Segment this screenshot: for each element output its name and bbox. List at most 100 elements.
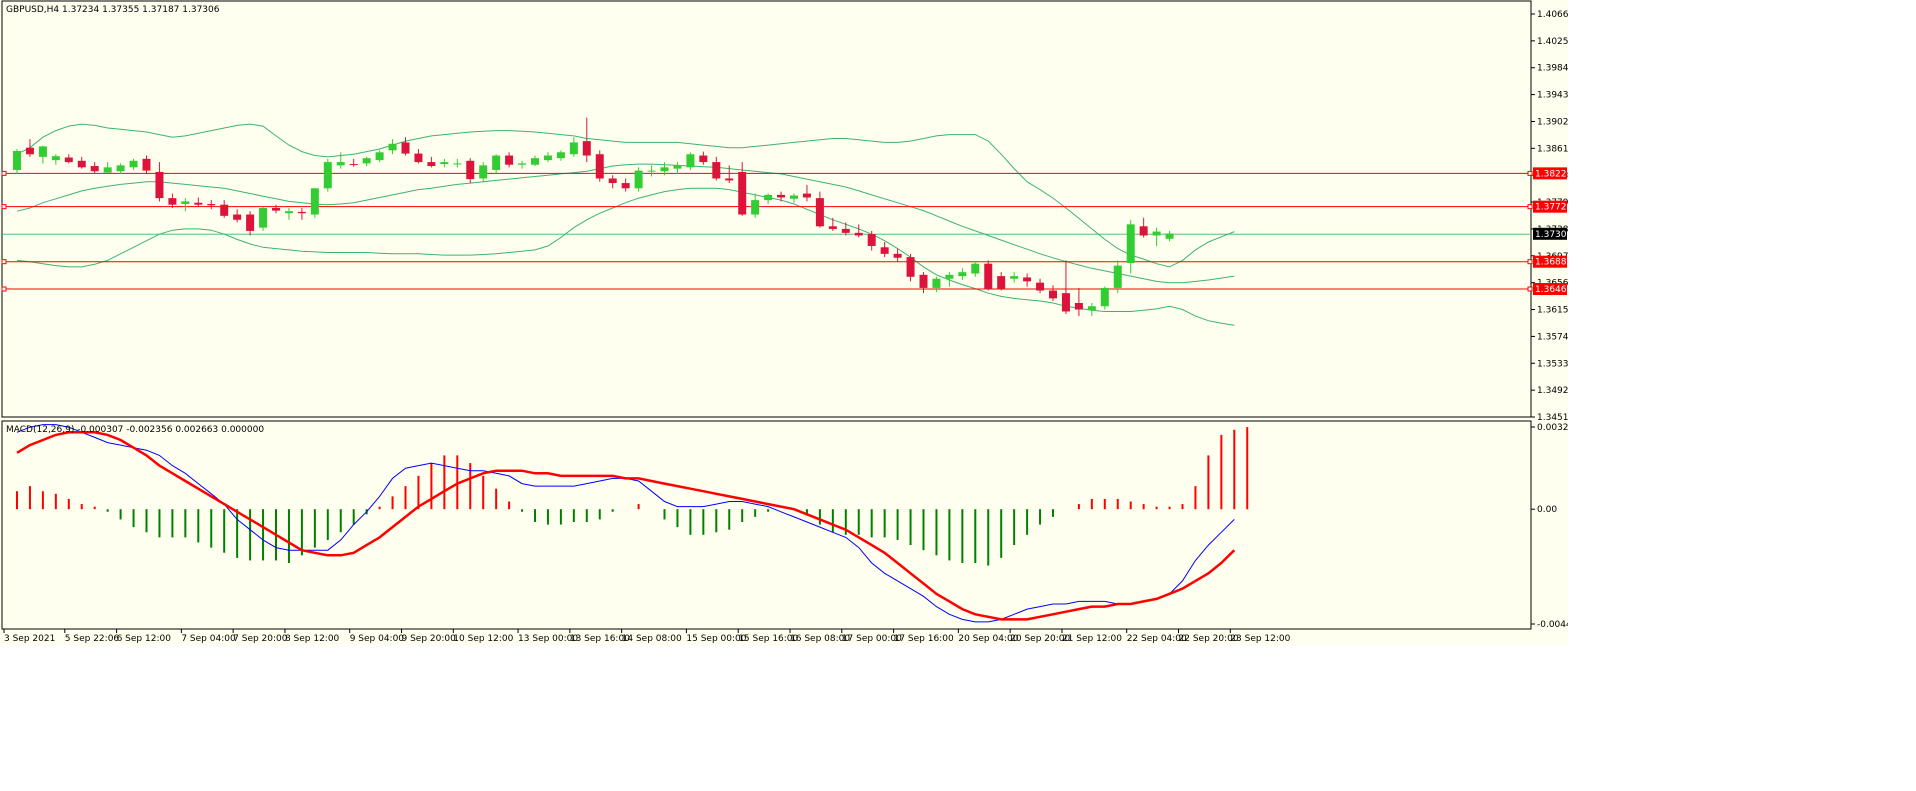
level-price-label: 1.36880 (1535, 258, 1568, 268)
bear-candle (893, 253, 902, 258)
bull-candle (492, 155, 501, 170)
bull-candle (660, 167, 669, 172)
price-tags: 1.38228 1.37720 1.36880 1.36463 1.37306 (1533, 167, 1568, 296)
macd-lines (16, 424, 1236, 623)
bear-candle (984, 263, 993, 290)
bear-candle (738, 171, 747, 215)
bear-candle (194, 202, 203, 205)
level-anchor (1, 286, 7, 292)
current-price-label: 1.37306 (1535, 230, 1568, 240)
bull-candle (13, 150, 21, 170)
bear-candle (349, 164, 358, 166)
level-price-tag (1533, 283, 1567, 296)
macd-axis: 0.003207 0.00 -0.00448 (1531, 423, 1568, 630)
level-anchor (1, 204, 7, 210)
bull-candle (336, 162, 345, 166)
bear-candle (272, 207, 280, 211)
level-price-tag (1533, 167, 1567, 180)
bull-candle (764, 194, 773, 201)
bear-candle (1061, 293, 1070, 312)
bull-candle (388, 143, 397, 151)
price-axis-label: 1.34920 (1537, 386, 1568, 396)
time-axis-label: 17 Sep 16:00 (894, 634, 954, 644)
bull-candle (686, 154, 695, 168)
time-axis-label: 14 Sep 08:00 (622, 634, 682, 644)
macd-pane[interactable]: 0.003207 0.00 -0.00448 MACD(12,26,9) -0.00… (1, 420, 1568, 630)
time-axis-label: 13 Sep 16:00 (570, 634, 630, 644)
time-axis-label: 3 Sep 2021 (4, 634, 55, 644)
symbol-header: GBPUSD,H4 1.37234 1.37355 1.37187 1.3730… (6, 5, 220, 15)
bear-candle (207, 204, 216, 206)
price-axis-label: 1.39840 (1537, 64, 1568, 74)
price-pane-frame (1, 0, 1532, 418)
chart-canvas[interactable]: 1.40660 1.40250 1.39840 1.39430 1.39020 1.386… (0, 0, 1568, 646)
time-axis-label: 10 Sep 12:00 (453, 634, 513, 644)
bear-candle (466, 160, 475, 180)
bear-candle (1139, 226, 1148, 236)
bull-candle (634, 170, 643, 189)
chart-window[interactable]: 1.40660 1.40250 1.39840 1.39430 1.39020 1.386… (0, 0, 1568, 646)
bear-candle (595, 154, 604, 179)
price-axis: 1.40660 1.40250 1.39840 1.39430 1.39020 1.386… (1531, 10, 1568, 423)
price-axis-label: 1.35740 (1537, 332, 1568, 342)
macd-axis-label: 0.00 (1537, 505, 1557, 515)
time-axis-label: 6 Sep 12:00 (117, 634, 172, 644)
time-axis-label: 5 Sep 22:06 (65, 634, 120, 644)
bull-candle (323, 162, 332, 189)
current-price-tag (1533, 227, 1567, 240)
bull-candle (375, 152, 384, 161)
time-axis-label: 23 Sep 12:00 (1230, 634, 1290, 644)
bull-candle (790, 195, 798, 199)
bull-candle (1010, 276, 1019, 279)
bull-candle (479, 165, 488, 179)
horizontal-levels[interactable] (1, 170, 1533, 292)
bear-candle (802, 193, 811, 198)
bear-candle (1049, 290, 1057, 299)
bull-candle (1126, 224, 1135, 264)
bull-candle (310, 188, 319, 215)
level-price-tag (1533, 255, 1567, 268)
bull-candle (569, 142, 578, 155)
time-axis-label: 8 Sep 12:00 (285, 634, 340, 644)
time-axis-label: 22 Sep 20:00 (1179, 634, 1239, 644)
bull-candle (556, 152, 565, 159)
bull-candle (751, 200, 760, 215)
time-axis-label: 16 Sep 08:00 (790, 634, 850, 644)
bear-candle (997, 276, 1006, 289)
time-axis-label: 20 Sep 20:00 (1010, 634, 1070, 644)
price-pane[interactable]: 1.40660 1.40250 1.39840 1.39430 1.39020 1.386… (1, 0, 1568, 423)
bear-candle (25, 147, 34, 155)
bull-candle (51, 156, 60, 161)
bull-candle (531, 158, 539, 165)
bollinger-lower-line (16, 187, 1235, 326)
bear-candle (168, 198, 177, 205)
bear-candle (582, 141, 591, 156)
time-axis-label: 22 Sep 04:00 (1127, 634, 1187, 644)
bull-candle (129, 160, 138, 168)
bull-candle (1113, 265, 1122, 288)
bull-candle (958, 272, 967, 277)
bull-candle (1100, 287, 1109, 307)
bear-candle (725, 178, 734, 181)
bear-candle (64, 157, 73, 163)
bull-candle (38, 146, 47, 157)
price-axis-label: 1.39020 (1537, 117, 1568, 127)
price-axis-label: 1.38610 (1537, 144, 1568, 154)
bollinger-bands (2, 123, 1531, 326)
macd-axis-label: -0.00448 (1537, 620, 1568, 630)
level-price-label: 1.38228 (1535, 169, 1568, 179)
level-price-label: 1.37720 (1535, 203, 1568, 213)
time-axis-label: 21 Sep 12:00 (1062, 634, 1122, 644)
level-anchor (1, 259, 7, 265)
bull-candle (932, 278, 941, 288)
bear-candle (906, 257, 915, 277)
time-axis-label: 7 Sep 20:00 (233, 634, 288, 644)
bear-candle (505, 155, 514, 165)
bear-candle (880, 247, 889, 254)
bull-candle (1165, 233, 1174, 239)
bull-candle (945, 274, 954, 279)
time-axis-label: 9 Sep 04:00 (350, 634, 405, 644)
bull-candle (543, 155, 552, 161)
price-axis-label: 1.36150 (1537, 306, 1568, 316)
bear-candle (427, 162, 436, 167)
